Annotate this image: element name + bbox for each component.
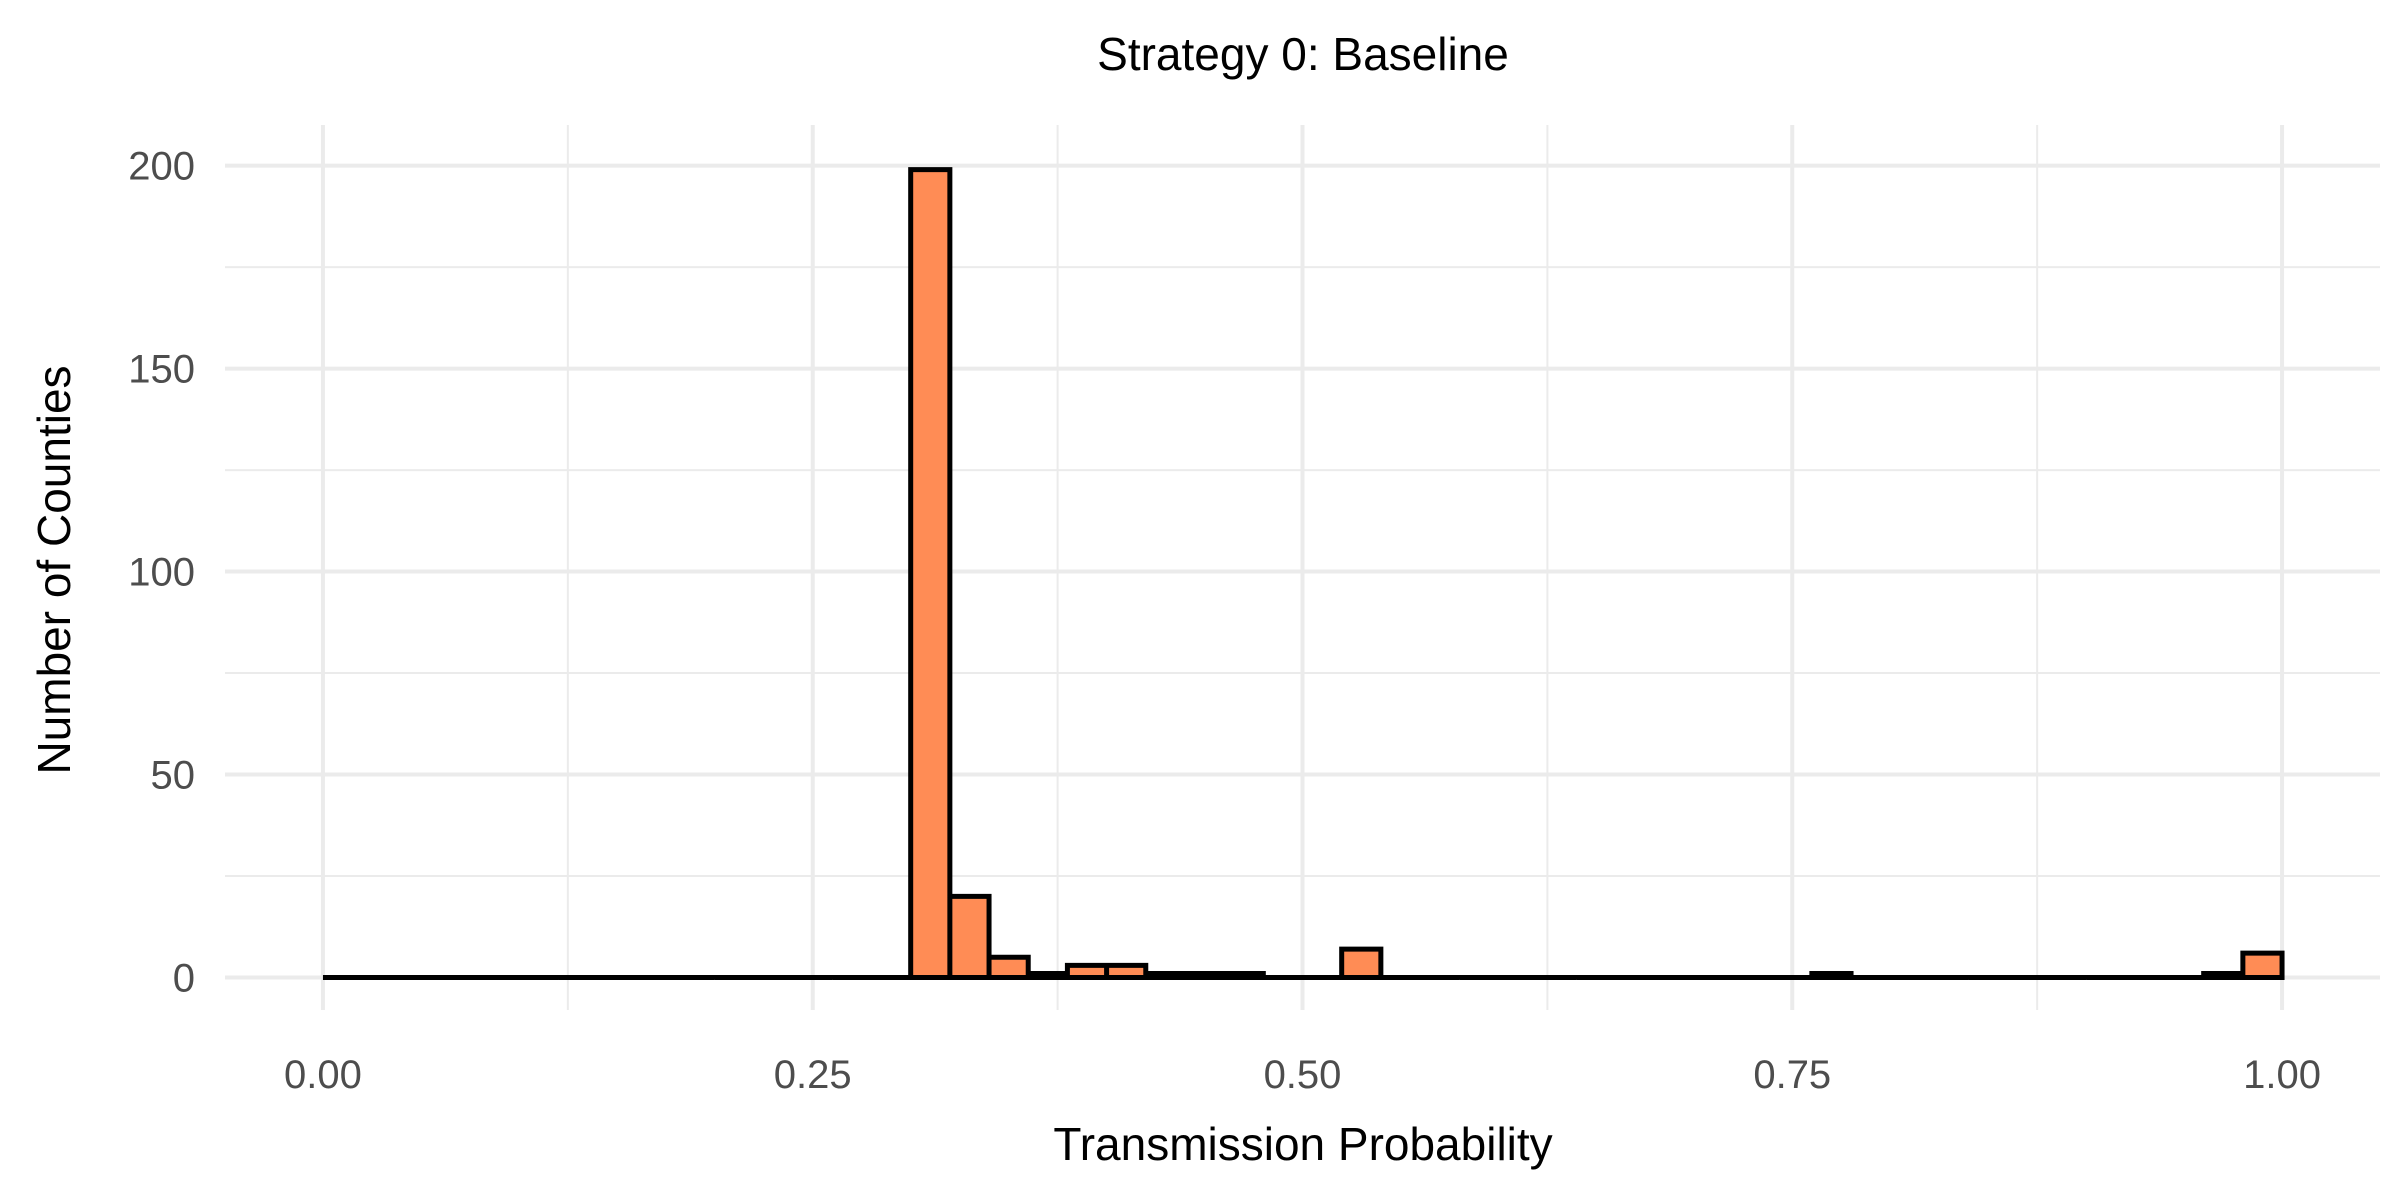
x-tick-label: 0.00 xyxy=(284,1053,362,1097)
x-tick-label: 0.25 xyxy=(774,1053,852,1097)
histogram-outline xyxy=(322,167,2285,981)
axis-ticks: 0.00 0.25 0.50 0.75 1.00 0 50 100 150 200 xyxy=(128,145,2321,1097)
x-tick-label: 0.50 xyxy=(1264,1053,1342,1097)
y-tick-label: 0 xyxy=(173,957,195,1001)
y-tick-label: 50 xyxy=(151,754,196,798)
histogram-bar xyxy=(2242,953,2283,978)
histogram-bars xyxy=(322,167,2285,981)
histogram-bar xyxy=(1341,949,1381,978)
histogram-bar xyxy=(949,896,990,978)
histogram-bar xyxy=(910,169,950,978)
x-tick-label: 0.75 xyxy=(1753,1053,1831,1097)
chart-title: Strategy 0: Baseline xyxy=(1097,28,1509,80)
histogram-bar xyxy=(1106,965,1146,978)
y-tick-label: 100 xyxy=(128,551,195,595)
y-tick-label: 200 xyxy=(128,145,195,189)
grid xyxy=(225,125,2380,1010)
histogram-bar xyxy=(989,957,1029,978)
y-axis-title: Number of Counties xyxy=(28,365,80,774)
y-tick-label: 150 xyxy=(128,348,195,392)
histogram-bar xyxy=(1067,965,1107,978)
x-axis-title: Transmission Probability xyxy=(1053,1118,1552,1170)
x-tick-label: 1.00 xyxy=(2243,1053,2321,1097)
